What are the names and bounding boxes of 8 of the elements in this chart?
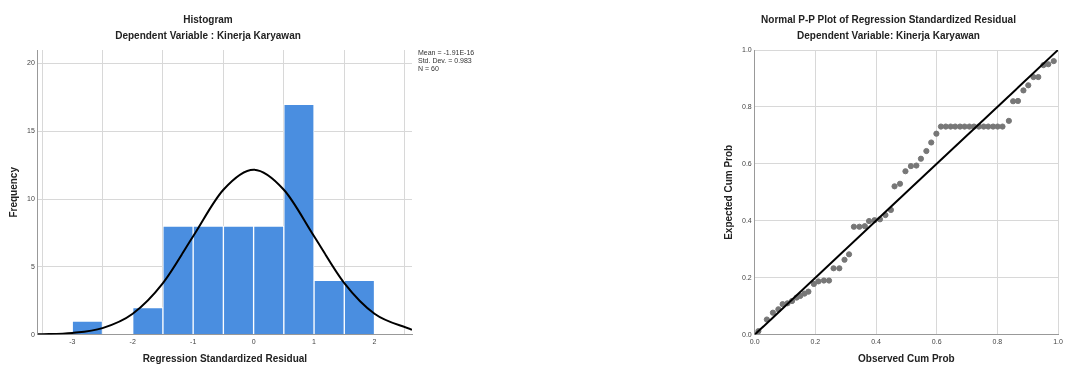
x-axis-title: Regression Standardized Residual [142, 352, 308, 364]
chart-subtitle: Dependent Variable : Kinerja Karyawan [115, 29, 301, 41]
chart-title: Normal P-P Plot of Regression Standardized Residual [761, 13, 1017, 25]
y-axis-title: Frequency [7, 166, 19, 218]
x-axis-title: Observed Cum Prob [858, 352, 955, 364]
y-axis-title: Expected Cum Prob [722, 144, 734, 240]
chart-title: Histogram [183, 13, 233, 25]
chart-subtitle: Dependent Variable: Kinerja Karyawan [797, 29, 980, 41]
